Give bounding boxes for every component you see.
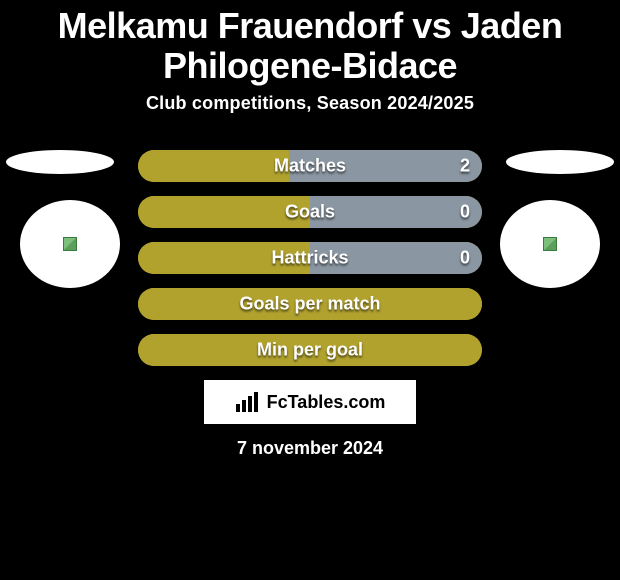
- image-placeholder-icon: [63, 237, 77, 251]
- stat-bar-goals: Goals 0: [138, 196, 482, 228]
- stat-bars: Matches 2 Goals 0 Hattricks 0 Goals per match M…: [138, 150, 482, 366]
- bars-icon: [235, 392, 261, 412]
- p2-value: 0: [460, 202, 470, 223]
- page-title: Melkamu Frauendorf vs Jaden Philogene-Bi…: [0, 0, 620, 93]
- p1-ellipse: [6, 150, 114, 174]
- image-placeholder-icon: [543, 237, 557, 251]
- p1-avatar: [20, 200, 120, 288]
- p2-avatar: [500, 200, 600, 288]
- subtitle: Club competitions, Season 2024/2025: [0, 93, 620, 114]
- p2-value: 0: [460, 248, 470, 269]
- stat-label: Goals per match: [239, 294, 380, 315]
- p1-fill: [138, 150, 289, 182]
- stat-bar-mpg: Min per goal: [138, 334, 482, 366]
- stat-bar-hattricks: Hattricks 0: [138, 242, 482, 274]
- stat-label: Hattricks: [271, 248, 348, 269]
- p2-ellipse: [506, 150, 614, 174]
- stat-label: Goals: [285, 202, 335, 223]
- p2-value: 2: [460, 156, 470, 177]
- comparison-stage: Matches 2 Goals 0 Hattricks 0 Goals per match M…: [0, 150, 620, 459]
- stat-label: Min per goal: [257, 340, 363, 361]
- stat-label: Matches: [274, 156, 346, 177]
- p2-fill: [310, 196, 482, 228]
- footer-date: 7 november 2024: [0, 438, 620, 459]
- stat-bar-matches: Matches 2: [138, 150, 482, 182]
- stat-bar-gpm: Goals per match: [138, 288, 482, 320]
- fctables-logo: FcTables.com: [204, 380, 416, 424]
- logo-text: FcTables.com: [267, 392, 386, 413]
